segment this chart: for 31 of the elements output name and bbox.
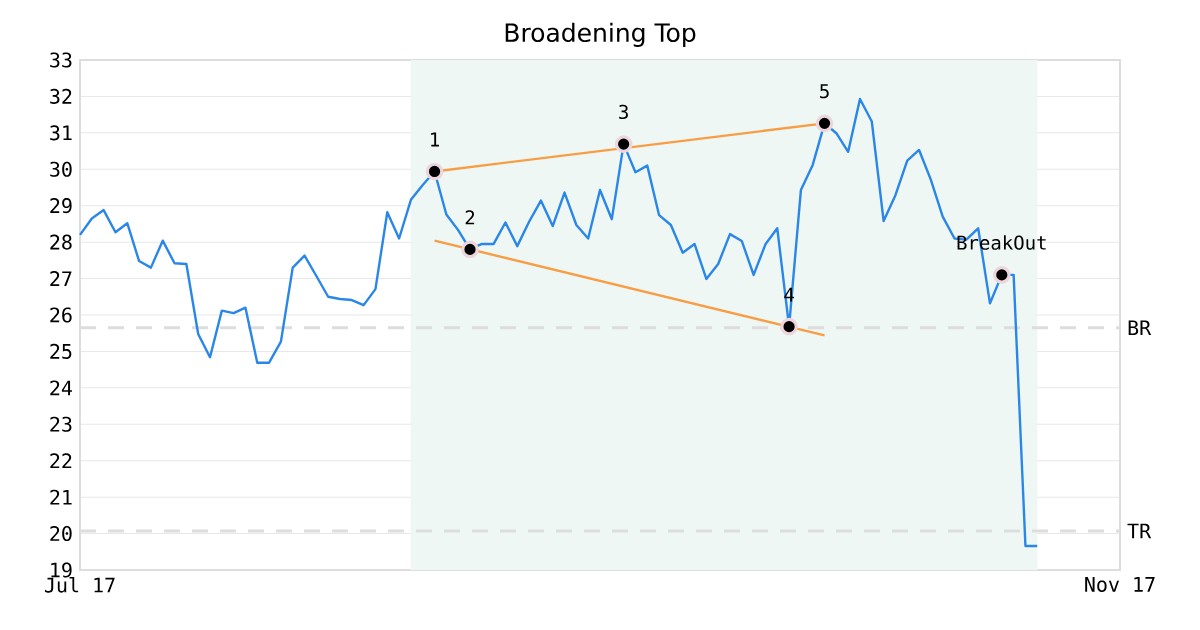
y-tick-label: 22 xyxy=(50,453,72,469)
x-tick-label: Jul 17 xyxy=(44,577,115,593)
ref-line-label: TR xyxy=(1127,523,1152,539)
point xyxy=(780,317,798,336)
annotation: 5 xyxy=(820,84,829,99)
point xyxy=(815,114,834,133)
y-tick-label: 27 xyxy=(50,271,72,286)
y-tick-label: 20 xyxy=(50,525,72,542)
x-tick-label: Nov 17 xyxy=(1085,577,1155,592)
y-tick-label: 31 xyxy=(50,125,72,141)
y-tick-label: 25 xyxy=(50,343,72,359)
y-tick-label: 30 xyxy=(50,161,72,177)
y-tick-label: 28 xyxy=(50,234,72,250)
annotation: 1 xyxy=(431,132,439,147)
annotation: 2 xyxy=(465,210,475,225)
point xyxy=(993,266,1011,284)
y-tick-label: 32 xyxy=(50,88,72,104)
y-tick-label: 24 xyxy=(50,380,72,396)
y-tick-label: 19 xyxy=(51,562,72,578)
point xyxy=(614,135,633,153)
point xyxy=(425,162,444,181)
y-tick-label: 29 xyxy=(50,198,72,214)
ref-line-label: BR xyxy=(1128,320,1152,336)
y-tick-label: 26 xyxy=(50,307,72,323)
annotation: 4 xyxy=(784,287,794,302)
y-tick-label: 33 xyxy=(50,52,72,68)
annotation: 3 xyxy=(619,104,628,120)
chart-title: Broadening Top xyxy=(505,22,696,47)
point xyxy=(461,240,479,259)
y-tick-label: 21 xyxy=(50,489,72,505)
y-tick-label: 23 xyxy=(50,416,72,432)
